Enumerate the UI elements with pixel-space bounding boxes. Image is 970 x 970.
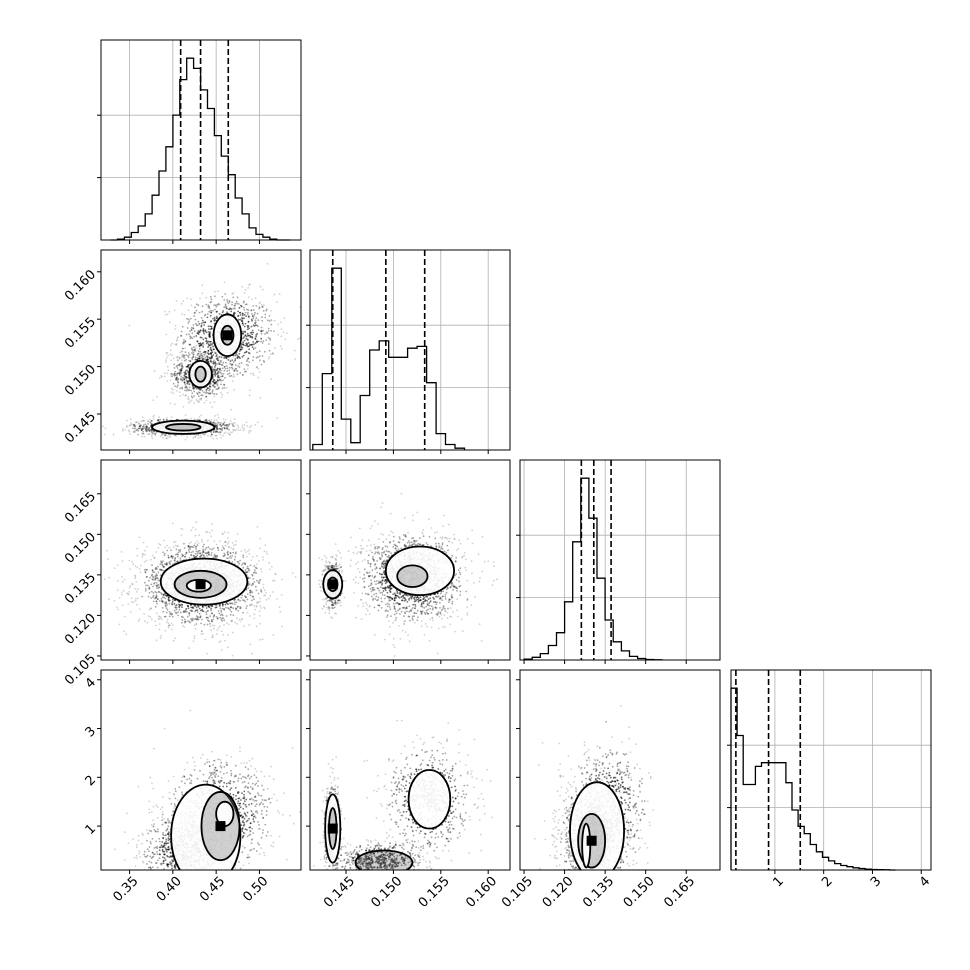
x-tick-label: 0.40	[154, 874, 185, 905]
histogram-step	[312, 267, 466, 450]
x-tick-label: 0.120	[540, 874, 577, 911]
density-peak	[215, 821, 226, 832]
panel-background	[520, 460, 720, 660]
y-tick-label: 0.165	[62, 489, 99, 526]
x-tick-label: 0.155	[416, 874, 453, 911]
histogram-step	[523, 477, 663, 661]
panel-background	[310, 670, 510, 870]
x-tick-label: 0.135	[580, 874, 617, 911]
x-tick-label: 0.165	[661, 874, 698, 911]
scatter-panel-3-2	[309, 459, 511, 661]
panel-frame	[730, 669, 932, 871]
x-tick-label: 0.150	[369, 874, 406, 911]
density-contour	[165, 423, 202, 432]
y-tick-label: 0.160	[62, 267, 99, 304]
density-peak	[195, 579, 206, 590]
histogram-step	[730, 687, 896, 871]
density-contour	[354, 849, 414, 870]
x-tick-label: 4	[917, 874, 933, 890]
density-contour	[151, 419, 216, 435]
panel-frame	[100, 669, 302, 871]
x-tick-label: 0.160	[463, 874, 500, 911]
density-peak	[222, 330, 233, 341]
x-tick-label: 0.35	[111, 874, 142, 905]
panel-background	[731, 670, 931, 870]
y-tick-label: 0.135	[62, 570, 99, 607]
scatter-panel-4-3	[519, 669, 721, 871]
scatter-panel-3-1	[100, 459, 302, 661]
hist-panel-2	[306, 249, 511, 451]
density-peak	[586, 835, 597, 846]
y-tick-label: 4	[83, 675, 99, 691]
panel-background	[310, 250, 510, 450]
panel-frame	[519, 459, 721, 661]
panel-frame	[309, 459, 511, 661]
x-tick-label: 1	[770, 874, 786, 890]
x-tick-label: 2	[819, 874, 835, 890]
panel-frame	[519, 669, 721, 871]
density-peak	[327, 823, 338, 834]
x-tick-label: 0.105	[499, 874, 536, 911]
panel-frame	[309, 669, 511, 871]
density-contour	[194, 365, 207, 383]
density-contour	[396, 564, 429, 588]
density-contour	[384, 545, 455, 597]
x-tick-label: 0.150	[621, 874, 658, 911]
x-tick-label: 0.45	[197, 874, 228, 905]
panel-frame	[100, 39, 302, 241]
hist-panel-3	[516, 459, 721, 661]
y-tick-label: 3	[83, 724, 99, 740]
y-tick-label: 0.150	[62, 530, 99, 567]
panel-frame	[100, 249, 302, 451]
panel-background	[101, 250, 301, 450]
density-peak	[327, 579, 338, 590]
y-tick-label: 2	[83, 773, 99, 789]
y-tick-label: 0.145	[62, 409, 99, 446]
hist-panel-4	[727, 669, 932, 871]
x-tick-label: 3	[868, 874, 884, 890]
scatter-panel-4-1	[100, 669, 302, 871]
scatter-panel-2-1	[100, 249, 302, 451]
hist-panel-1	[97, 39, 302, 241]
x-tick-label: 0.50	[240, 874, 271, 905]
panels-layer	[97, 39, 932, 874]
y-tick-label: 0.150	[62, 362, 99, 399]
density-contour	[407, 769, 452, 830]
panel-frame	[309, 249, 511, 451]
y-tick-label: 1	[83, 822, 99, 838]
y-tick-label: 0.155	[62, 315, 99, 352]
density-contour	[188, 360, 213, 389]
y-tick-label: 0.120	[62, 611, 99, 648]
x-tick-label: 0.145	[321, 874, 358, 911]
panel-frame	[100, 459, 302, 661]
scatter-panel-4-2	[309, 669, 511, 871]
